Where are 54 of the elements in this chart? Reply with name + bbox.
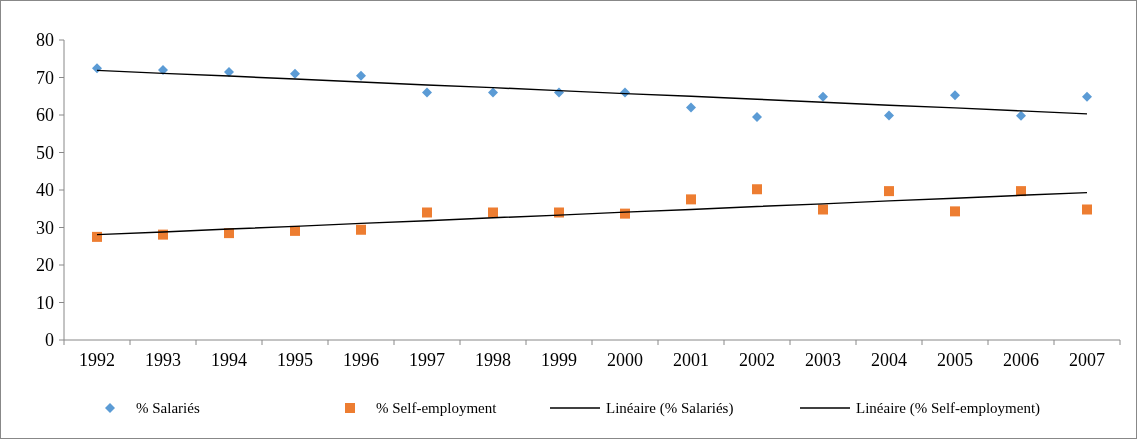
- point: [950, 206, 960, 217]
- x-tick-label: 1992: [79, 350, 115, 370]
- point: [92, 63, 102, 74]
- x-tick-label: 2001: [673, 350, 709, 370]
- y-tick-label: 30: [36, 217, 54, 238]
- x-tick-label: 1997: [409, 350, 445, 370]
- legend-label: % Self-employment: [376, 400, 498, 417]
- point: [686, 102, 696, 113]
- point: [818, 204, 828, 215]
- point: [752, 184, 762, 195]
- x-tick-label: 2004: [871, 350, 907, 370]
- point: [884, 110, 894, 121]
- x-tick-label: 2002: [739, 350, 775, 370]
- point: [1082, 204, 1092, 215]
- x-tick-label: 2005: [937, 350, 973, 370]
- x-tick-label: 1995: [277, 350, 313, 370]
- point: [290, 68, 300, 79]
- x-tick-label: 2006: [1003, 350, 1039, 370]
- legend-label: Linéaire (% Salariés): [606, 400, 734, 418]
- point: [356, 70, 366, 81]
- x-tick-label: 1993: [145, 350, 181, 370]
- point: [422, 87, 432, 98]
- x-tick-label: 1998: [475, 350, 511, 370]
- x-tick-label: 2003: [805, 350, 841, 370]
- y-tick-label: 70: [36, 67, 54, 88]
- point: [92, 231, 102, 242]
- point: [290, 225, 300, 236]
- y-tick-label: 50: [36, 142, 54, 163]
- point: [488, 207, 498, 218]
- x-tick-label: 1999: [541, 350, 577, 370]
- point: [356, 224, 366, 235]
- x-tick-label: 1994: [211, 350, 247, 370]
- point: [752, 111, 762, 122]
- y-tick-label: 20: [36, 255, 54, 276]
- y-tick-label: 10: [36, 292, 54, 313]
- x-tick-label: 2000: [607, 350, 643, 370]
- point: [422, 207, 432, 218]
- point: [158, 65, 168, 75]
- legend-label: % Salariés: [136, 400, 200, 417]
- point: [818, 91, 828, 102]
- point: [950, 90, 960, 101]
- x-tick-label: 1996: [343, 350, 379, 370]
- point: [1016, 110, 1026, 121]
- y-tick-label: 40: [36, 180, 54, 201]
- point: [488, 87, 498, 98]
- point: [884, 186, 894, 197]
- y-tick-label: 60: [36, 105, 54, 126]
- point: [686, 194, 696, 205]
- point: [1082, 91, 1092, 102]
- y-tick-label: 80: [36, 30, 54, 51]
- x-tick-label: 2007: [1069, 350, 1105, 370]
- y-tick-label: 0: [45, 330, 54, 351]
- point: [224, 66, 234, 77]
- legend-label: Linéaire (% Self-employment): [856, 400, 1041, 418]
